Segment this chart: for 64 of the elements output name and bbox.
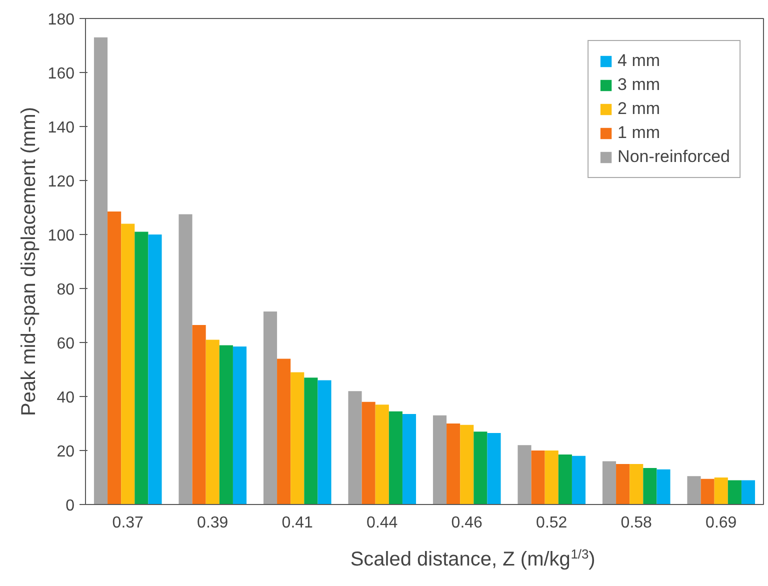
bar (148, 234, 162, 504)
bar (714, 478, 728, 504)
bar (728, 480, 742, 504)
bar (219, 345, 233, 504)
x-tick-label: 0.46 (451, 514, 483, 532)
x-tick-label: 0.41 (282, 514, 314, 532)
bar (474, 432, 488, 504)
bar (94, 37, 108, 504)
bar (263, 311, 278, 504)
y-tick-label: 120 (48, 174, 75, 190)
bar (206, 340, 220, 504)
y-tick-label: 80 (56, 282, 75, 298)
bar (616, 464, 630, 504)
y-tick-label: 60 (56, 336, 75, 352)
y-tick-label: 40 (56, 390, 75, 406)
bar (518, 445, 532, 504)
x-tick-label: 0.69 (706, 514, 737, 532)
bar (630, 464, 644, 504)
legend-label: 1 mm (618, 123, 660, 143)
x-tick-label: 0.58 (620, 514, 652, 532)
y-tick-label: 0 (66, 498, 75, 514)
bar (348, 391, 362, 504)
bar (460, 424, 474, 504)
x-tick-label: 0.52 (536, 514, 568, 532)
legend-label: 3 mm (618, 75, 660, 95)
y-tick-label: 20 (56, 444, 75, 460)
legend-label: 2 mm (618, 99, 660, 119)
bar (304, 378, 318, 504)
bar (741, 480, 756, 504)
bar (572, 456, 586, 504)
bar (446, 424, 460, 504)
bar (602, 461, 616, 504)
bar (232, 346, 247, 504)
x-tick-label: 0.39 (197, 514, 228, 532)
bar (544, 450, 558, 504)
bar (277, 358, 291, 504)
x-tick-label: 0.37 (112, 514, 144, 532)
bar (290, 372, 304, 504)
y-tick-label: 160 (48, 66, 75, 82)
bar (388, 411, 402, 504)
bar (375, 404, 389, 504)
bar (318, 380, 332, 504)
y-tick-label: 180 (48, 12, 75, 28)
y-axis-title: Peak mid-span displacement (mm) (18, 106, 40, 416)
bar (402, 414, 416, 504)
legend-label: 4 mm (618, 51, 660, 71)
bar (108, 212, 122, 504)
bar (487, 432, 501, 504)
bar (656, 469, 670, 504)
bar (134, 232, 148, 504)
bar (362, 402, 376, 504)
bar (531, 450, 545, 504)
bar (558, 454, 572, 504)
bar (178, 214, 192, 504)
y-tick-label: 100 (48, 228, 75, 244)
bar (121, 224, 135, 504)
bar (192, 324, 206, 504)
y-tick-label: 140 (48, 120, 75, 136)
legend-label: Non-reinforced (618, 147, 730, 167)
bar (432, 415, 447, 504)
bar (700, 478, 714, 504)
bar (643, 468, 657, 504)
bar (687, 476, 701, 504)
x-tick-label: 0.44 (366, 514, 398, 532)
